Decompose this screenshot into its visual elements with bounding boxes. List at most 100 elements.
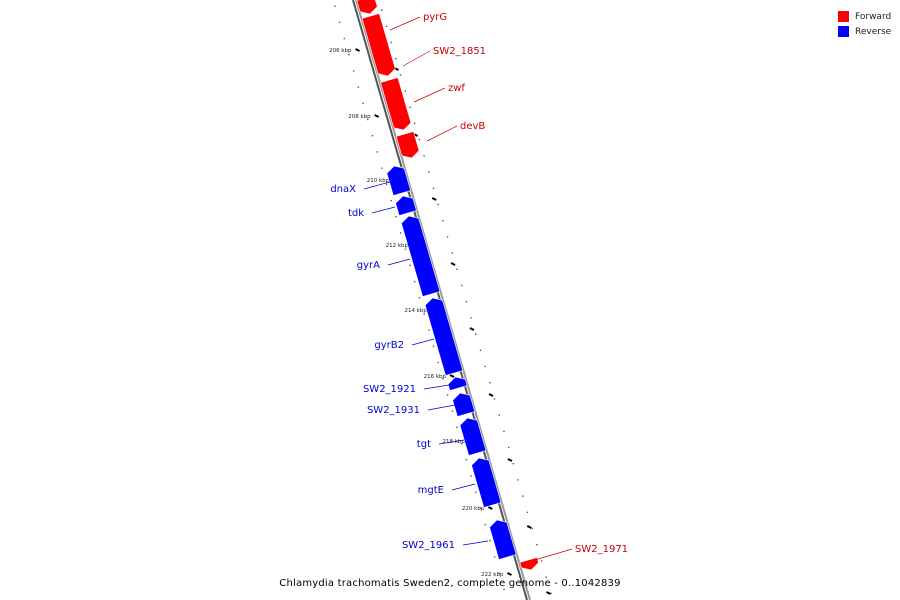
gene-arrow-tdk[interactable] xyxy=(395,195,417,216)
gene-label-zwf[interactable]: zwf xyxy=(448,83,465,94)
minor-tick xyxy=(395,215,397,218)
gene-label-sw2_1921[interactable]: SW2_1921 xyxy=(363,384,416,395)
minor-tick xyxy=(536,543,538,546)
label-leader xyxy=(462,540,489,546)
tick-label: 222 kbp xyxy=(481,572,504,578)
gene-label-dnax[interactable]: dnaX xyxy=(330,184,356,195)
gene-arrow-sw2_1921[interactable] xyxy=(447,376,468,391)
legend-reverse: Reverse xyxy=(838,24,898,39)
minor-tick xyxy=(456,426,458,429)
minor-tick xyxy=(371,134,374,137)
minor-tick xyxy=(503,430,505,433)
minor-tick xyxy=(334,5,336,7)
minor-tick xyxy=(385,183,388,186)
gene-arrow-sw2_1971[interactable] xyxy=(519,557,539,571)
minor-tick xyxy=(484,365,486,368)
gene-arrow-sw2_1931[interactable] xyxy=(452,392,476,417)
gene-label-tgt[interactable]: tgt xyxy=(417,439,431,450)
gene-arrow-tgt[interactable] xyxy=(459,417,487,456)
minor-tick xyxy=(489,381,491,384)
minor-tick xyxy=(545,576,548,578)
minor-tick xyxy=(348,53,350,56)
minor-tick xyxy=(366,118,369,121)
minor-tick xyxy=(451,252,454,254)
tick-label: 214 kbp xyxy=(404,308,427,314)
gene-label-sw2_1961[interactable]: SW2_1961 xyxy=(402,540,455,551)
minor-tick xyxy=(442,219,444,222)
gene-arrow-zwf[interactable] xyxy=(380,77,412,131)
minor-tick xyxy=(413,280,416,283)
minor-tick xyxy=(442,377,444,380)
label-leader xyxy=(427,404,456,411)
gene-label-sw2_1971[interactable]: SW2_1971 xyxy=(575,544,628,555)
gene-label-sw2_1851[interactable]: SW2_1851 xyxy=(433,46,486,57)
gene-arrow-mgte[interactable] xyxy=(471,457,502,508)
minor-tick xyxy=(423,155,425,157)
minor-tick xyxy=(489,539,491,542)
gene-arrow-gyra[interactable] xyxy=(401,215,441,297)
minor-tick xyxy=(385,25,388,28)
minor-tick xyxy=(418,138,421,141)
minor-tick xyxy=(390,199,393,202)
minor-tick xyxy=(507,446,510,449)
minor-tick xyxy=(531,527,533,530)
minor-tick xyxy=(456,268,458,271)
label-leader xyxy=(363,181,391,190)
minor-ticks xyxy=(334,5,552,595)
gene-arrow-gyrb2[interactable] xyxy=(424,297,464,376)
minor-tick xyxy=(475,491,477,493)
minor-tick xyxy=(395,57,397,60)
minor-tick xyxy=(428,329,430,331)
gene-arrow-sw2_1961[interactable] xyxy=(489,519,517,560)
minor-tick xyxy=(493,398,496,400)
tick-label: 218 kbp xyxy=(442,439,465,445)
minor-tick xyxy=(446,236,449,238)
minor-tick xyxy=(437,361,440,364)
minor-tick xyxy=(460,284,463,287)
minor-tick xyxy=(381,9,383,11)
minor-tick xyxy=(362,102,364,105)
gene-label-gyra[interactable]: gyrA xyxy=(357,260,380,271)
gene-features xyxy=(356,0,539,571)
gene-label-devb[interactable]: devB xyxy=(460,121,485,132)
gene-label-gyrb2[interactable]: gyrB2 xyxy=(374,340,404,351)
minor-tick xyxy=(390,41,393,44)
gene-label-tdk[interactable]: tdk xyxy=(348,208,364,219)
minor-tick xyxy=(503,588,505,591)
gene-arrow-pyrg[interactable] xyxy=(356,0,378,15)
minor-tick xyxy=(423,313,425,315)
gene-arrow-dnax[interactable] xyxy=(386,165,411,196)
major-tick xyxy=(449,374,455,378)
label-leader xyxy=(371,206,396,214)
minor-tick xyxy=(428,171,430,173)
major-tick xyxy=(487,506,493,510)
minor-tick xyxy=(404,90,407,92)
minor-tick xyxy=(521,495,524,497)
major-tick-right xyxy=(450,262,456,266)
label-leader xyxy=(387,258,411,266)
backbone-line-shade xyxy=(355,0,531,600)
label-leaders xyxy=(363,16,573,561)
minor-tick xyxy=(460,442,463,445)
minor-tick xyxy=(498,572,501,574)
minor-tick xyxy=(399,232,402,234)
gene-label-sw2_1931[interactable]: SW2_1931 xyxy=(367,405,420,416)
minor-tick xyxy=(432,187,435,190)
minor-tick xyxy=(465,300,468,303)
major-tick-right xyxy=(546,591,551,595)
minor-tick xyxy=(376,151,378,153)
tick-label: 208 kbp xyxy=(348,114,371,120)
major-tick-right xyxy=(507,458,513,462)
major-tick-right xyxy=(488,393,494,397)
minor-tick xyxy=(465,458,468,461)
minor-tick xyxy=(432,345,435,348)
gene-label-pyrg[interactable]: pyrG xyxy=(423,12,447,23)
gene-arrow-sw2_1851[interactable] xyxy=(361,13,396,77)
minor-tick xyxy=(352,70,355,72)
gene-arrow-devb[interactable] xyxy=(395,131,420,159)
gene-label-mgte[interactable]: mgtE xyxy=(418,485,444,496)
tick-label: 212 kbp xyxy=(386,243,409,249)
major-tick-right xyxy=(469,327,475,331)
